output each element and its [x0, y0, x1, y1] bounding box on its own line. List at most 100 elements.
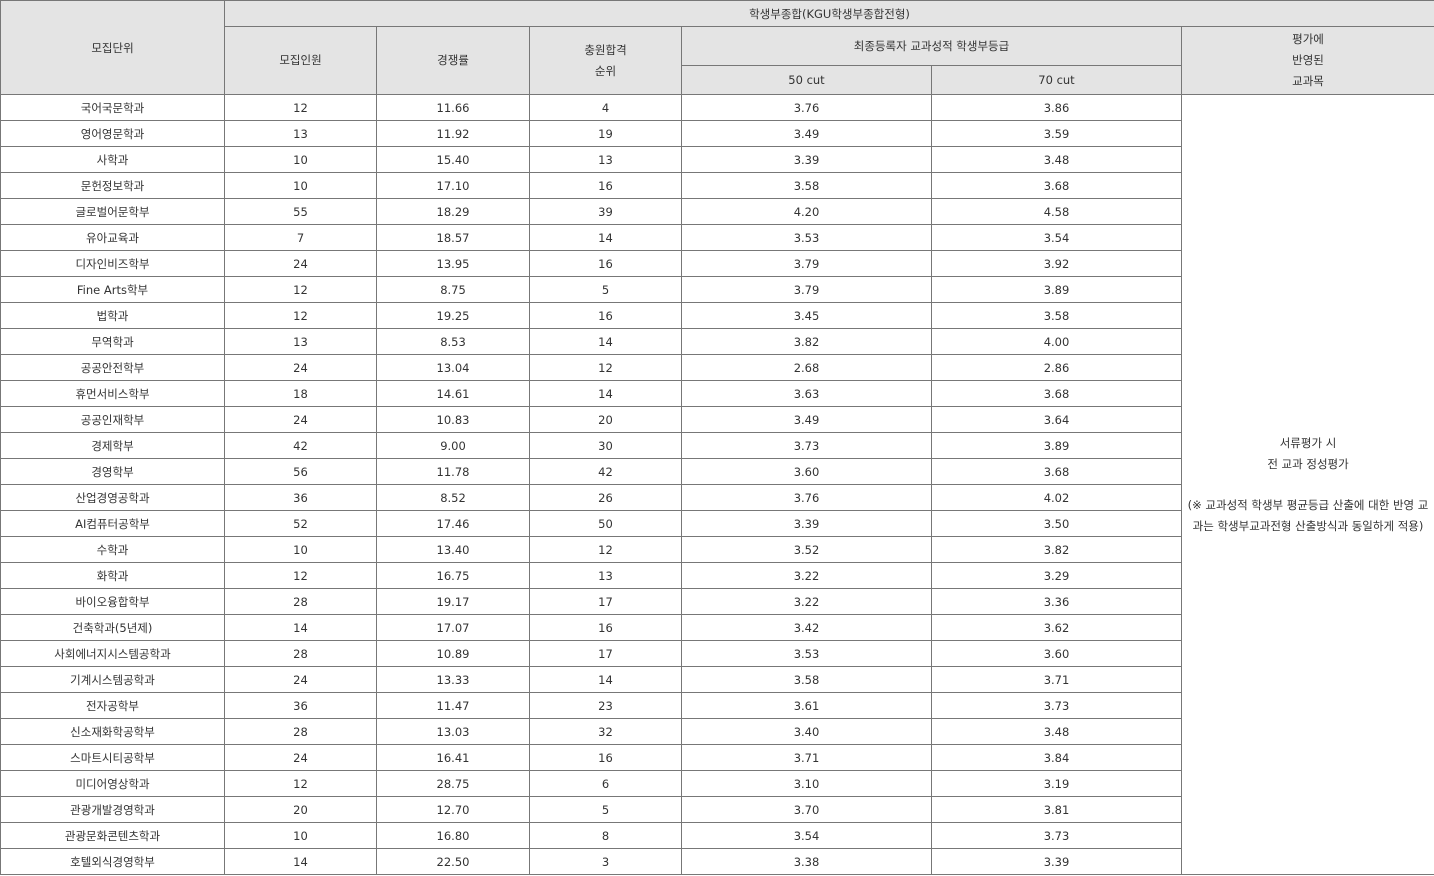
competition-cell: 16.80 [376, 822, 530, 849]
recruits-cell: 10 [224, 146, 377, 173]
cut50-cell: 3.52 [681, 536, 932, 563]
competition-cell: 17.07 [376, 614, 530, 641]
header-subjects-line2: 반영된 [1292, 53, 1324, 67]
cut70-cell: 3.50 [931, 510, 1182, 537]
recruits-cell: 24 [224, 666, 377, 693]
competition-cell: 11.47 [376, 692, 530, 719]
unit-cell: 법학과 [0, 302, 225, 329]
recruits-cell: 13 [224, 120, 377, 147]
competition-cell: 8.53 [376, 328, 530, 355]
waitlist-rank-cell: 50 [529, 510, 682, 537]
unit-cell: 사회에너지시스템공학과 [0, 640, 225, 667]
unit-cell: 호텔외식경영학부 [0, 848, 225, 875]
recruits-cell: 12 [224, 94, 377, 121]
note-line1: 서류평가 시 [1279, 435, 1337, 450]
waitlist-rank-cell: 12 [529, 354, 682, 381]
table-row: 전자공학부 36 11.47 23 3.61 3.73 [0, 692, 1434, 719]
cut50-cell: 3.79 [681, 250, 932, 277]
recruits-cell: 10 [224, 822, 377, 849]
recruits-cell: 14 [224, 614, 377, 641]
unit-cell: 화학과 [0, 562, 225, 589]
unit-cell: 바이오융합학부 [0, 588, 225, 615]
waitlist-rank-cell: 16 [529, 744, 682, 771]
cut50-cell: 3.61 [681, 692, 932, 719]
recruits-cell: 24 [224, 406, 377, 433]
recruits-cell: 36 [224, 692, 377, 719]
competition-cell: 13.33 [376, 666, 530, 693]
cut50-cell: 3.49 [681, 120, 932, 147]
table-row: 기계시스템공학과 24 13.33 14 3.58 3.71 [0, 666, 1434, 693]
header-recruits: 모집인원 [224, 26, 377, 95]
competition-cell: 8.52 [376, 484, 530, 511]
competition-cell: 10.83 [376, 406, 530, 433]
waitlist-rank-cell: 19 [529, 120, 682, 147]
cut70-cell: 3.81 [931, 796, 1182, 823]
table-row: 바이오융합학부 28 19.17 17 3.22 3.36 [0, 588, 1434, 615]
cut70-cell: 3.39 [931, 848, 1182, 875]
unit-cell: 영어영문학과 [0, 120, 225, 147]
header-waitlist-line2: 순위 [594, 63, 617, 78]
recruits-cell: 12 [224, 562, 377, 589]
unit-cell: 휴먼서비스학부 [0, 380, 225, 407]
cut50-cell: 3.39 [681, 510, 932, 537]
waitlist-rank-cell: 14 [529, 380, 682, 407]
table-row: 법학과 12 19.25 16 3.45 3.58 [0, 302, 1434, 329]
cut70-cell: 3.73 [931, 822, 1182, 849]
cut70-cell: 3.68 [931, 172, 1182, 199]
unit-cell: 관광개발경영학과 [0, 796, 225, 823]
competition-cell: 19.25 [376, 302, 530, 329]
recruits-cell: 14 [224, 848, 377, 875]
cut50-cell: 3.76 [681, 484, 932, 511]
competition-cell: 13.40 [376, 536, 530, 563]
cut70-cell: 3.73 [931, 692, 1182, 719]
cut70-cell: 4.58 [931, 198, 1182, 225]
unit-cell: 유아교육과 [0, 224, 225, 251]
competition-cell: 14.61 [376, 380, 530, 407]
waitlist-rank-cell: 17 [529, 640, 682, 667]
cut50-cell: 3.49 [681, 406, 932, 433]
cut50-cell: 3.53 [681, 640, 932, 667]
table-row: 사회에너지시스템공학과 28 10.89 17 3.53 3.60 [0, 640, 1434, 667]
unit-cell: Fine Arts학부 [0, 276, 225, 303]
cut70-cell: 3.64 [931, 406, 1182, 433]
waitlist-rank-cell: 4 [529, 94, 682, 121]
waitlist-rank-cell: 16 [529, 302, 682, 329]
cut70-cell: 3.48 [931, 146, 1182, 173]
cut50-cell: 3.63 [681, 380, 932, 407]
waitlist-rank-cell: 14 [529, 328, 682, 355]
competition-cell: 11.78 [376, 458, 530, 485]
recruits-cell: 56 [224, 458, 377, 485]
unit-cell: 공공안전학부 [0, 354, 225, 381]
header-competition: 경쟁률 [376, 26, 530, 95]
competition-cell: 11.66 [376, 94, 530, 121]
unit-cell: 전자공학부 [0, 692, 225, 719]
unit-cell: 사학과 [0, 146, 225, 173]
cut50-cell: 3.58 [681, 666, 932, 693]
waitlist-rank-cell: 13 [529, 562, 682, 589]
waitlist-rank-cell: 26 [529, 484, 682, 511]
cut70-cell: 3.58 [931, 302, 1182, 329]
cut50-cell: 3.82 [681, 328, 932, 355]
competition-cell: 16.41 [376, 744, 530, 771]
cut50-cell: 3.58 [681, 172, 932, 199]
table-row: 호텔외식경영학부 14 22.50 3 3.38 3.39 [0, 848, 1434, 875]
unit-cell: 건축학과(5년제) [0, 614, 225, 641]
unit-cell: AI컴퓨터공학부 [0, 510, 225, 537]
cut50-cell: 3.22 [681, 562, 932, 589]
cut50-cell: 3.39 [681, 146, 932, 173]
cut70-cell: 3.54 [931, 224, 1182, 251]
cut50-cell: 3.40 [681, 718, 932, 745]
cut70-cell: 3.62 [931, 614, 1182, 641]
competition-cell: 16.75 [376, 562, 530, 589]
recruits-cell: 10 [224, 172, 377, 199]
waitlist-rank-cell: 16 [529, 172, 682, 199]
header-cut70: 70 cut [931, 65, 1182, 95]
cut50-cell: 3.53 [681, 224, 932, 251]
waitlist-rank-cell: 6 [529, 770, 682, 797]
cut50-cell: 3.42 [681, 614, 932, 641]
recruits-cell: 24 [224, 250, 377, 277]
unit-cell: 디자인비즈학부 [0, 250, 225, 277]
recruits-cell: 28 [224, 640, 377, 667]
